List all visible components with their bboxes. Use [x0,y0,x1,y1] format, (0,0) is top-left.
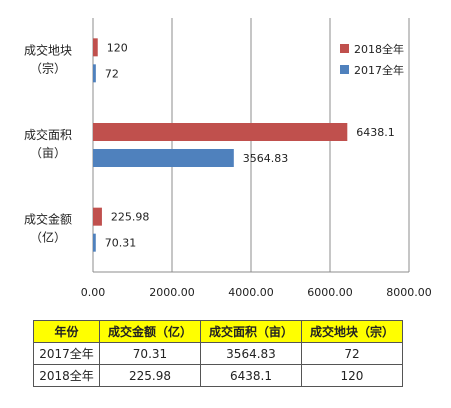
cell-amount: 70.31 [98,342,201,365]
category-label: 成交地块 [24,42,72,57]
header-plots: 成交地块（宗） [300,320,404,343]
bar [93,207,102,226]
x-tick-label: 8000.00 [386,286,432,299]
bar-chart: 0.00 2000.00 4000.00 6000.00 8000.00 120 72 成交地… [24,18,432,299]
x-tick-label: 6000.00 [307,286,353,299]
table-row: 2017全年 70.31 3564.83 72 [33,342,404,365]
category-label: 成交面积 [24,127,72,142]
category-label: （亿） [30,230,66,245]
data-label: 72 [105,67,119,80]
category-label: （亩） [30,145,66,160]
data-label: 120 [107,41,128,54]
cell-amount: 225.98 [98,364,201,387]
cell-plots: 72 [300,342,404,365]
cell-year: 2018全年 [33,364,100,387]
cell-plots: 120 [300,364,404,387]
data-table: 年份 成交金额（亿） 成交面积（亩） 成交地块（宗） 2017全年 70.31 … [33,320,404,387]
category-label: （宗） [30,60,66,75]
legend-label: 2018全年 [354,42,404,56]
bar [93,123,348,141]
cell-area: 6438.1 [199,364,302,387]
x-tick-label: 2000.00 [149,286,195,299]
cell-area: 3564.83 [199,342,302,365]
table-row: 2018全年 225.98 6438.1 120 [33,364,404,387]
header-amount: 成交金额（亿） [98,320,201,343]
header-year: 年份 [33,320,100,343]
data-label: 6438.1 [356,126,395,139]
bar [93,64,96,83]
data-label: 225.98 [111,211,150,224]
data-label: 70.31 [105,237,137,250]
x-tick-label: 4000.00 [228,286,274,299]
bar [93,233,96,252]
legend-swatch [340,44,349,53]
cell-year: 2017全年 [33,342,100,365]
data-label: 3564.83 [243,152,289,165]
legend-swatch [340,65,349,74]
x-tick-label: 0.00 [81,286,106,299]
category-label: 成交金额 [24,212,72,227]
bar [93,149,234,167]
header-area: 成交面积（亩） [199,320,302,343]
legend-label: 2017全年 [354,63,404,77]
bar [93,38,98,57]
table-header-row: 年份 成交金额（亿） 成交面积（亩） 成交地块（宗） [33,320,404,343]
